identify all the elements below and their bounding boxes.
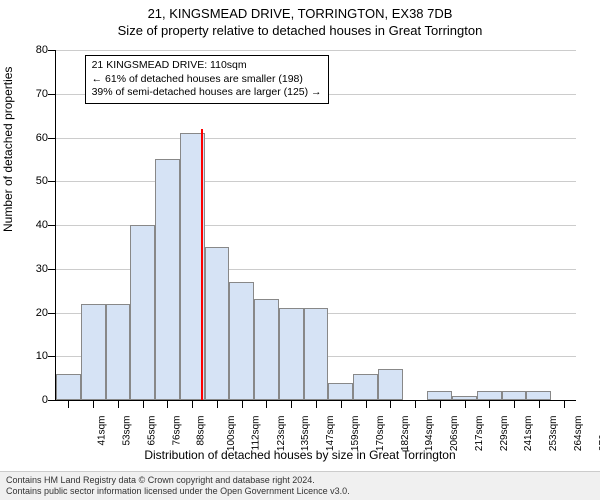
x-tick-label: 182sqm [400, 416, 411, 452]
histogram-bar [477, 391, 502, 400]
x-tick-label: 241sqm [523, 416, 534, 452]
y-tick [48, 94, 56, 95]
x-tick [564, 400, 565, 408]
x-tick-label: 88sqm [196, 416, 207, 446]
grid-line [56, 181, 576, 182]
x-tick [341, 400, 342, 408]
title-subtitle: Size of property relative to detached ho… [0, 21, 600, 38]
chart-container: 21, KINGSMEAD DRIVE, TORRINGTON, EX38 7D… [0, 0, 600, 500]
x-tick [291, 400, 292, 408]
y-tick [48, 138, 56, 139]
histogram-bar [378, 369, 403, 400]
x-tick [118, 400, 119, 408]
histogram-bar [304, 308, 329, 400]
histogram-bar [130, 225, 155, 400]
x-tick-label: 264sqm [573, 416, 584, 452]
y-tick-label: 0 [18, 394, 48, 406]
histogram-bar [155, 159, 180, 400]
annotation-line: 39% of semi-detached houses are larger (… [92, 86, 322, 100]
annotation-line: ← 61% of detached houses are smaller (19… [92, 73, 322, 87]
histogram-bar [106, 304, 131, 400]
x-tick [366, 400, 367, 408]
histogram-bar [229, 282, 254, 400]
x-tick-label: 112sqm [250, 416, 261, 451]
x-tick-label: 147sqm [325, 416, 336, 452]
y-axis-title: Number of detached properties [1, 67, 15, 232]
y-tick-label: 80 [18, 44, 48, 56]
y-tick-label: 70 [18, 88, 48, 100]
x-tick-label: 206sqm [449, 416, 460, 452]
x-tick-label: 170sqm [375, 416, 386, 452]
x-tick [390, 400, 391, 408]
property-marker-line [201, 129, 203, 400]
x-tick [217, 400, 218, 408]
footer-line2: Contains public sector information licen… [6, 486, 594, 497]
x-tick [68, 400, 69, 408]
x-tick-label: 135sqm [301, 416, 312, 452]
y-tick [48, 181, 56, 182]
title-address: 21, KINGSMEAD DRIVE, TORRINGTON, EX38 7D… [0, 0, 600, 21]
x-tick [440, 400, 441, 408]
x-tick-label: 100sqm [226, 416, 237, 452]
y-tick-label: 30 [18, 263, 48, 275]
x-tick [489, 400, 490, 408]
histogram-bar [328, 383, 353, 401]
histogram-bar [56, 374, 81, 400]
x-tick [167, 400, 168, 408]
y-tick [48, 50, 56, 51]
histogram-bar [205, 247, 230, 400]
histogram-bar [279, 308, 304, 400]
x-tick-label: 65sqm [146, 416, 157, 446]
footer-line1: Contains HM Land Registry data © Crown c… [6, 475, 594, 486]
x-tick [93, 400, 94, 408]
x-tick [316, 400, 317, 408]
x-axis-title: Distribution of detached houses by size … [0, 448, 600, 462]
x-tick [514, 400, 515, 408]
histogram-bar [427, 391, 452, 400]
histogram-bar [254, 299, 279, 400]
x-tick [465, 400, 466, 408]
x-tick-label: 76sqm [171, 416, 182, 446]
y-tick-label: 50 [18, 175, 48, 187]
x-tick-label: 253sqm [548, 416, 559, 452]
x-tick-label: 194sqm [424, 416, 435, 452]
x-tick-label: 123sqm [276, 416, 287, 452]
histogram-bar [81, 304, 106, 400]
x-tick [192, 400, 193, 408]
x-tick [415, 400, 416, 408]
x-tick [242, 400, 243, 408]
x-tick-label: 159sqm [350, 416, 361, 452]
annotation-box: 21 KINGSMEAD DRIVE: 110sqm← 61% of detac… [85, 55, 329, 104]
y-tick [48, 225, 56, 226]
grid-line [56, 138, 576, 139]
grid-line [56, 50, 576, 51]
x-tick-label: 53sqm [122, 416, 133, 446]
y-tick-label: 40 [18, 219, 48, 231]
histogram-bar [502, 391, 527, 400]
y-tick-label: 10 [18, 350, 48, 362]
plot-region: 0102030405060708041sqm53sqm65sqm76sqm88s… [55, 50, 576, 401]
y-tick [48, 269, 56, 270]
y-tick-label: 60 [18, 132, 48, 144]
histogram-bar [526, 391, 551, 400]
chart-area: 0102030405060708041sqm53sqm65sqm76sqm88s… [55, 50, 575, 400]
x-tick [539, 400, 540, 408]
x-tick [143, 400, 144, 408]
y-tick [48, 356, 56, 357]
y-tick [48, 400, 56, 401]
x-tick-label: 229sqm [499, 416, 510, 452]
footer-attribution: Contains HM Land Registry data © Crown c… [0, 471, 600, 500]
x-tick-label: 217sqm [474, 416, 485, 452]
x-tick [266, 400, 267, 408]
y-tick-label: 20 [18, 307, 48, 319]
y-tick [48, 313, 56, 314]
annotation-line: 21 KINGSMEAD DRIVE: 110sqm [92, 59, 322, 73]
x-tick-label: 41sqm [97, 416, 108, 446]
histogram-bar [353, 374, 378, 400]
